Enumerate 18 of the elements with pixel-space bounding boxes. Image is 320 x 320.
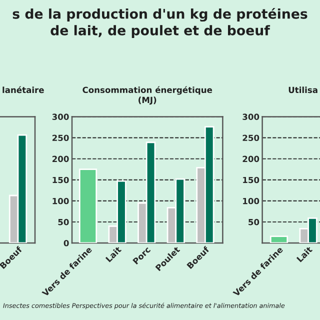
y-tick-label: 50 xyxy=(58,218,69,226)
y-tick-label: 100 xyxy=(52,198,69,204)
chart-subtitle: Consommation énergétique (MJ) xyxy=(82,86,212,105)
y-tick-label: 0 xyxy=(64,240,69,246)
y-tick-label: 250 xyxy=(242,134,260,142)
bar xyxy=(78,168,98,243)
y-tick-label: 300 xyxy=(52,114,69,120)
chart-title: s de la production d'un kg de protéines de lait, de poulet et de boeuf xyxy=(12,8,308,38)
y-tick-label: 100 xyxy=(243,198,260,204)
y-tick-label: 150 xyxy=(243,176,260,184)
chart-title: lanétaire xyxy=(2,86,44,94)
y-tick-label: 50 xyxy=(248,218,260,226)
chart-title: Utilisa xyxy=(288,86,318,94)
y-tick-label: 200 xyxy=(52,156,69,162)
y-tick-label: 300 xyxy=(242,114,260,120)
y-tick-label: 150 xyxy=(52,176,69,184)
y-tick-label: 250 xyxy=(52,134,69,142)
y-tick-label: 200 xyxy=(242,156,260,162)
